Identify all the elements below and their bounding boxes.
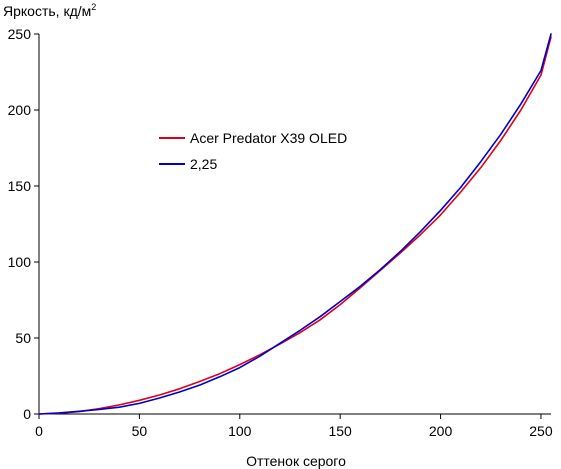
axes: 0 50 100 150 200 250 0 50 100 150 200 250 — [8, 26, 553, 439]
series-layer — [38, 33, 552, 415]
y-tick-label: 50 — [15, 330, 31, 346]
x-tick-label: 250 — [529, 423, 553, 439]
legend-label-1: Acer Predator X39 OLED — [190, 130, 347, 146]
y-tick-label: 0 — [23, 406, 31, 422]
x-axis-title: Оттенок серого — [246, 453, 346, 469]
y-axis-title: Яркость, кд/м2 — [3, 2, 96, 19]
y-axis-title-sup: 2 — [91, 2, 96, 12]
y-tick-label: 200 — [8, 102, 32, 118]
x-tick-label: 100 — [228, 423, 252, 439]
y-tick-label: 100 — [8, 254, 32, 270]
series-line-1 — [38, 36, 552, 415]
legend-label-2: 2,25 — [190, 156, 217, 172]
legend: Acer Predator X39 OLED 2,25 — [159, 130, 347, 172]
y-axis-title-base: Яркость, кд/м — [3, 3, 91, 19]
x-tick-label: 50 — [132, 423, 148, 439]
series-line-2 — [38, 33, 552, 415]
x-tick-label: 200 — [429, 423, 453, 439]
x-tick-label: 0 — [35, 423, 43, 439]
y-tick-label: 250 — [8, 26, 32, 42]
y-tick-label: 150 — [8, 178, 32, 194]
x-tick-label: 150 — [328, 423, 352, 439]
